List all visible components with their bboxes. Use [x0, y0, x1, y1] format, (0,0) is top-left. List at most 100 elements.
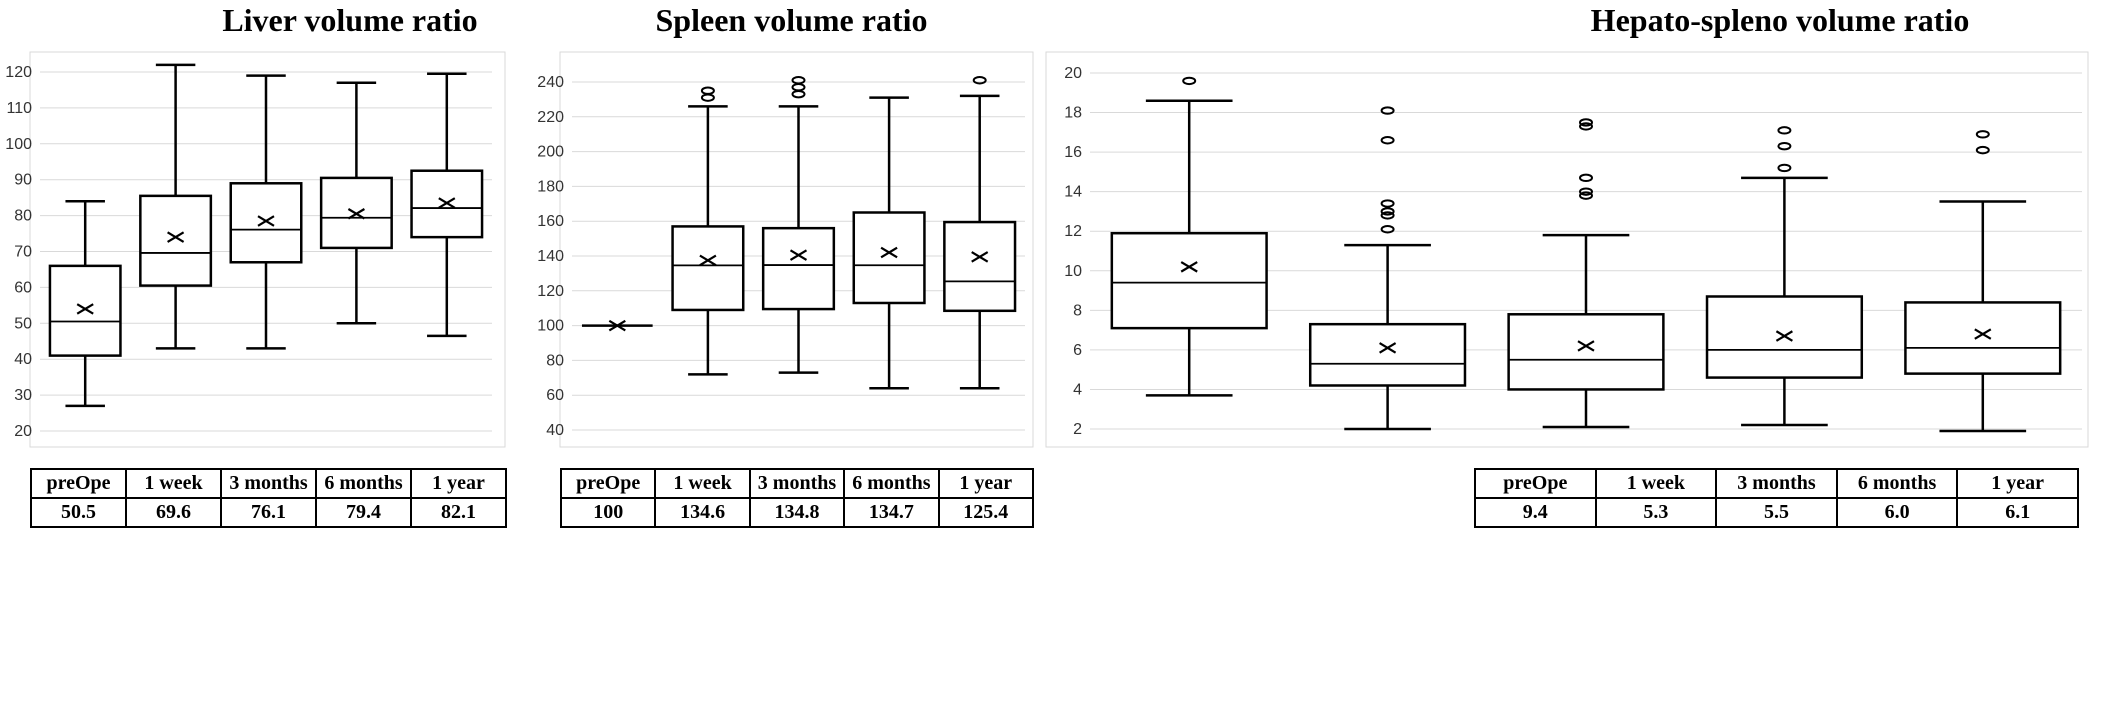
- box-2: [761, 76, 836, 374]
- box-iqr: [1507, 313, 1665, 391]
- mean-marker: [1180, 261, 1198, 273]
- chart-title: Hepato-spleno volume ratio: [1590, 2, 1970, 38]
- box-0: [581, 319, 653, 332]
- table-value-cell: 9.4: [1474, 497, 1597, 528]
- mean-marker: [167, 231, 185, 243]
- table-value-cell: 5.5: [1715, 497, 1838, 528]
- y-tick-label: 2: [1073, 421, 1082, 438]
- table-header-cell: 1 year: [410, 468, 507, 499]
- outlier-point: [972, 76, 987, 85]
- mean-marker: [971, 251, 989, 263]
- table-value-cell: 125.4: [937, 497, 1035, 528]
- box-1: [139, 63, 213, 350]
- box-iqr: [761, 226, 836, 311]
- mean-marker: [789, 249, 808, 261]
- mean-marker: [1974, 328, 1992, 340]
- table-value-cell: 5.3: [1594, 497, 1718, 528]
- table-header-cell: 3 months: [220, 468, 317, 499]
- box-iqr: [943, 220, 1017, 313]
- summary-table: preOpe 1 week 3 months 6 months 1 year 1…: [559, 468, 1035, 528]
- outlier-point: [1380, 211, 1395, 220]
- y-tick-label: 240: [537, 74, 564, 91]
- outlier-point: [1975, 145, 1990, 155]
- y-tick-label: 200: [537, 144, 564, 161]
- outlier-point: [1380, 199, 1395, 208]
- y-tick-label: 4: [1073, 381, 1082, 398]
- box-2: [229, 74, 303, 350]
- table-value-cell: 134.7: [843, 497, 940, 528]
- summary-table: preOpe 1 week 3 months 6 months 1 year 5…: [30, 468, 507, 528]
- table-value-cell: 134.8: [748, 497, 846, 528]
- table-value-cell: 82.1: [410, 497, 507, 528]
- table-header-cell: 3 months: [1715, 468, 1838, 499]
- outlier-point: [1380, 225, 1395, 234]
- y-tick-label: 40: [546, 422, 564, 439]
- y-tick-label: 90: [14, 172, 32, 189]
- box-1: [1308, 106, 1467, 431]
- y-tick-label: 12: [1064, 223, 1082, 240]
- box-0: [48, 199, 122, 408]
- mean-marker: [347, 208, 365, 220]
- y-tick-label: 60: [546, 387, 564, 404]
- box-plot-spleen: 40 60 80 100 120 140 160 180 200 220 240: [537, 51, 1034, 448]
- table-value-cell: 6.1: [1956, 497, 2079, 528]
- table-header-cell: 6 months: [1835, 468, 1959, 499]
- box-3: [852, 96, 926, 390]
- table-value-cell: 76.1: [220, 497, 317, 528]
- y-tick-label: 18: [1064, 105, 1082, 122]
- box-4: [943, 76, 1017, 390]
- table-header-cell: 6 months: [315, 468, 412, 499]
- mean-marker: [880, 246, 898, 259]
- y-tick-label: 160: [537, 213, 564, 230]
- y-tick-label: 20: [1064, 65, 1082, 82]
- outlier-point: [1579, 118, 1593, 127]
- y-tick-label: 220: [537, 109, 564, 126]
- y-tick-label: 120: [5, 64, 32, 81]
- box-3: [1705, 126, 1864, 427]
- y-tick-label: 100: [5, 136, 32, 153]
- chart-title: Liver volume ratio: [222, 2, 478, 38]
- y-tick-label: 50: [14, 315, 32, 332]
- box-iqr: [48, 264, 122, 357]
- outlier-point: [1380, 106, 1395, 115]
- table-header-cell: 3 months: [748, 468, 846, 499]
- table-header-cell: 1 week: [654, 468, 751, 499]
- table-value-cell: 79.4: [315, 497, 412, 528]
- box-iqr: [852, 211, 926, 305]
- y-tick-label: 16: [1064, 144, 1082, 161]
- box-iqr: [1110, 231, 1268, 330]
- box-iqr: [1904, 301, 2062, 375]
- mean-marker: [1379, 342, 1397, 354]
- table-header-cell: preOpe: [1474, 468, 1597, 499]
- outlier-point: [1777, 126, 1792, 135]
- y-tick-label: 180: [537, 178, 564, 195]
- y-tick-label: 40: [14, 351, 32, 368]
- chart-panel-liver: Liver volume ratio 20 30 40 50 60 70 80 90 100 11…: [0, 0, 700, 709]
- mean-marker: [1577, 340, 1595, 352]
- box-3: [319, 81, 393, 325]
- y-tick-label: 30: [14, 387, 32, 404]
- box-4: [1904, 130, 2062, 433]
- outlier-point: [1380, 136, 1395, 145]
- plot-frame: [29, 51, 506, 448]
- chart-title: Spleen volume ratio: [655, 2, 928, 38]
- outlier-point: [1579, 191, 1593, 200]
- table-value-cell: 6.0: [1835, 497, 1959, 528]
- box-iqr: [671, 225, 745, 312]
- outlier-point: [1777, 141, 1792, 151]
- box-2: [1507, 118, 1665, 429]
- mean-marker: [438, 197, 456, 209]
- y-tick-label: 80: [14, 208, 32, 225]
- y-tick-label: 14: [1064, 184, 1082, 201]
- outlier-point: [1777, 163, 1792, 173]
- mean-marker: [699, 254, 717, 267]
- table-header-cell: 1 year: [1956, 468, 2079, 499]
- y-tick-label: 70: [14, 244, 32, 261]
- mean-marker: [1775, 330, 1793, 342]
- box-iqr: [1308, 322, 1467, 387]
- table-header-cell: 1 year: [937, 468, 1035, 499]
- y-tick-label: 140: [537, 248, 564, 265]
- y-tick-label: 100: [537, 318, 564, 335]
